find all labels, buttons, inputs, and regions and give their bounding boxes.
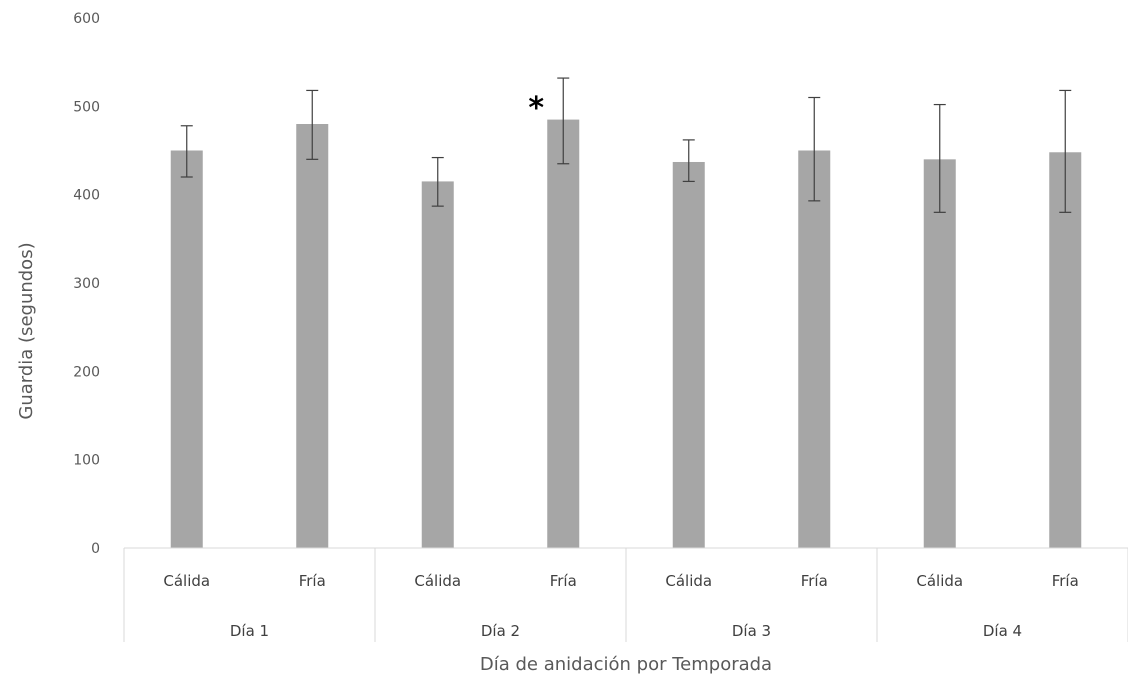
x-group-label: Día 1 [230,622,269,640]
error-bars [180,77,1072,213]
bar [547,119,580,548]
y-tick-label: 500 [73,99,100,115]
bar [1049,152,1082,548]
x-category-label: Cálida [414,572,461,590]
x-category-label: Fría [1052,572,1079,590]
x-category-label: Cálida [163,572,210,590]
annotations: * [528,91,544,126]
x-axis: Cálida Fría Cálida Fría Cálida Fría Cálida Fría… [123,547,1128,642]
x-category-label: Fría [550,572,577,590]
y-tick-label: 200 [73,364,100,380]
bar [798,150,831,548]
y-tick-label: 0 [91,541,100,557]
x-axis-title: Día de anidación por Temporada [480,654,772,675]
bar [170,150,203,548]
x-category-label: Fría [299,572,326,590]
y-axis-ticks: 0 100 200 300 400 500 600 [73,11,100,557]
y-axis-title: Guardia (segundos) [16,242,37,419]
y-tick-label: 300 [73,276,100,292]
x-category-label: Fría [801,572,828,590]
x-group-label: Día 3 [732,622,771,640]
x-category-label: Cálida [665,572,712,590]
y-tick-label: 600 [73,11,100,27]
bar [421,181,454,548]
bar [923,159,956,549]
significance-annotation: * [528,91,544,126]
x-category-label: Cálida [916,572,963,590]
bar [296,124,329,548]
x-group-label: Día 2 [481,622,520,640]
bars [170,119,1082,549]
bar [672,161,705,548]
x-group-label: Día 4 [983,622,1022,640]
y-tick-label: 100 [73,453,100,469]
y-tick-label: 400 [73,188,100,204]
